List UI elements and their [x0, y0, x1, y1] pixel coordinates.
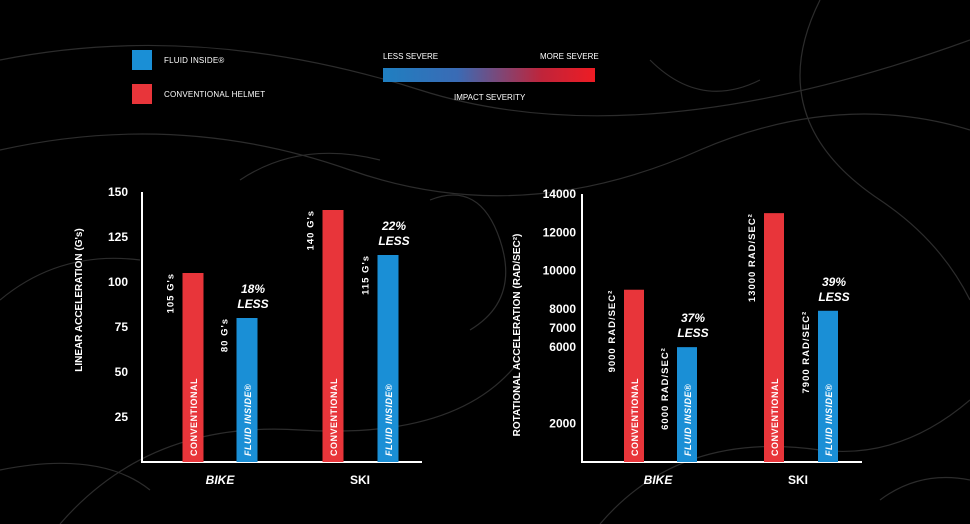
linear-bar-fluid-ski [377, 255, 399, 462]
severity-high-label: MORE SEVERE [540, 52, 599, 61]
linear-value-label-conventional: 140 G's [306, 210, 317, 250]
rotational-value-label-fluid: 6000 RAD/SEC² [660, 347, 671, 430]
rotational-y-tick-label: 8000 [549, 302, 576, 316]
linear-acceleration-chart: LINEAR ACCELERATION (G's) 25 50 75 100 125 150… [74, 185, 422, 487]
linear-y-axis-label: LINEAR ACCELERATION (G's) [74, 228, 85, 372]
legend-label-fluid: FLUID INSIDE® [164, 55, 225, 65]
rotational-category-label: SKI [788, 473, 808, 487]
linear-reduction-percent: 22% [381, 219, 406, 233]
rotational-y-tick-label: 10000 [543, 264, 577, 278]
rotational-reduction-percent: 39% [822, 275, 846, 289]
rotational-y-tick-label: 6000 [549, 340, 576, 354]
rotational-bar-fluid-ski [818, 310, 838, 462]
legend-swatch-fluid [132, 50, 152, 70]
legend-fluid-inside: FLUID INSIDE® [132, 50, 225, 70]
linear-y-tick-label: 100 [108, 275, 128, 289]
rotational-bar-conventional-ski [764, 213, 784, 462]
linear-value-label-fluid: 115 G's [361, 255, 372, 295]
rotational-reduction-less: LESS [818, 290, 849, 304]
severity-low-label: LESS SEVERE [383, 52, 439, 61]
rotational-category-label: BIKE [644, 473, 674, 487]
linear-bar-conventional-ski [322, 210, 344, 462]
linear-y-tick-label: 150 [108, 185, 128, 199]
rotational-bar-fluid-label: FLUID INSIDE® [824, 384, 834, 456]
rotational-y-tick-label: 14000 [543, 187, 577, 201]
rotational-bar-conventional-bike [624, 289, 644, 462]
linear-reduction-percent: 18% [241, 282, 265, 296]
linear-bar-conventional-label: CONVENTIONAL [329, 378, 339, 456]
linear-bar-conventional-label: CONVENTIONAL [189, 378, 199, 456]
rotational-y-tick-label: 7000 [549, 321, 576, 335]
linear-value-label-fluid: 80 G's [220, 318, 231, 352]
rotational-value-label-conventional: 13000 RAD/SEC² [747, 213, 758, 302]
linear-bar-conventional-bike [182, 273, 204, 462]
rotational-bar-conventional-label: CONVENTIONAL [770, 378, 780, 456]
linear-bar-fluid-label: FLUID INSIDE® [384, 384, 394, 456]
rotational-bar-fluid-label: FLUID INSIDE® [683, 384, 693, 456]
rotational-bar-conventional-label: CONVENTIONAL [630, 378, 640, 456]
rotational-value-label-conventional: 9000 RAD/SEC² [607, 290, 618, 373]
linear-y-tick-label: 25 [115, 410, 129, 424]
rotational-value-label-fluid: 7900 RAD/SEC² [801, 311, 812, 394]
rotational-y-tick-label: 2000 [549, 417, 576, 431]
linear-value-label-conventional: 105 G's [166, 273, 177, 313]
linear-reduction-less: LESS [378, 234, 409, 248]
rotational-y-tick-label: 12000 [543, 225, 577, 239]
legend-conventional-helmet: CONVENTIONAL HELMET [132, 84, 265, 104]
legend-label-conventional: CONVENTIONAL HELMET [164, 89, 266, 99]
linear-y-tick-label: 75 [115, 320, 129, 334]
legend-swatch-conventional [132, 84, 152, 104]
linear-bar-fluid-label: FLUID INSIDE® [243, 384, 253, 456]
linear-bar-fluid-bike [236, 318, 258, 462]
linear-category-label: SKI [350, 473, 370, 487]
linear-reduction-less: LESS [237, 297, 268, 311]
severity-gradient-bar [383, 68, 595, 82]
rotational-y-axis-label: ROTATIONAL ACCELERATION (RAD/SEC²) [512, 234, 523, 437]
rotational-reduction-less: LESS [677, 326, 708, 340]
linear-category-label: BIKE [206, 473, 236, 487]
linear-y-tick-label: 125 [108, 230, 128, 244]
rotational-reduction-percent: 37% [681, 311, 705, 325]
linear-y-tick-label: 50 [115, 365, 129, 379]
severity-caption: IMPACT SEVERITY [454, 93, 526, 102]
rotational-acceleration-chart: ROTATIONAL ACCELERATION (RAD/SEC²) 2000 60… [512, 187, 862, 487]
rotational-bar-fluid-bike [677, 347, 697, 462]
